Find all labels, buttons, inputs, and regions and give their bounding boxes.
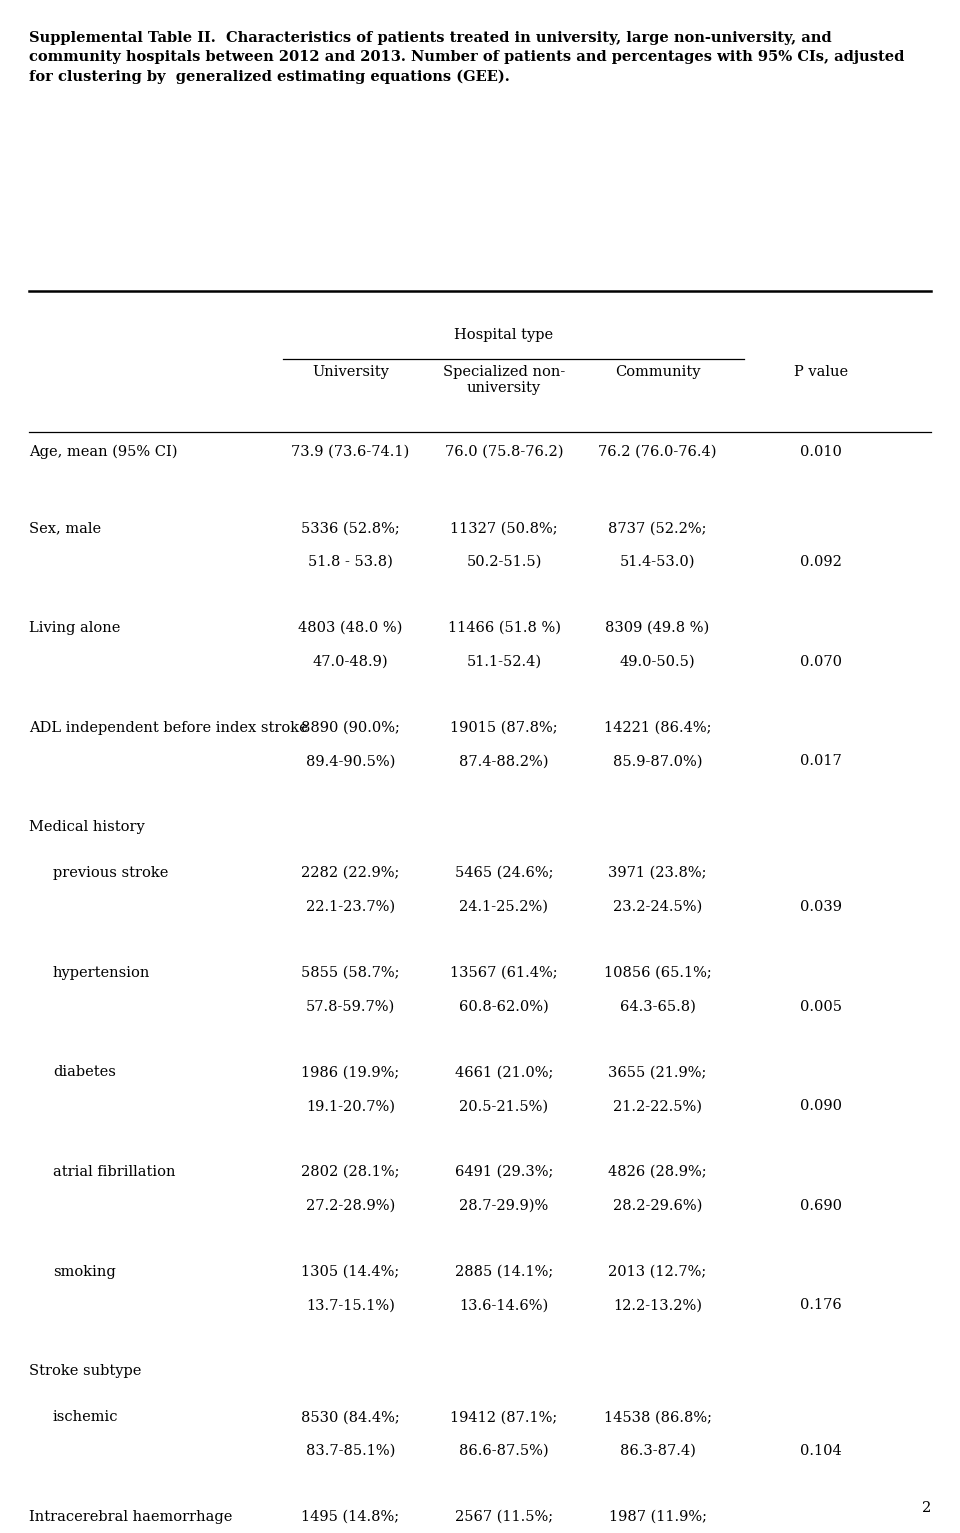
Text: 0.690: 0.690 [800, 1199, 842, 1213]
Text: 50.2-51.5): 50.2-51.5) [467, 555, 541, 569]
Text: P value: P value [794, 365, 848, 379]
Text: 0.104: 0.104 [800, 1444, 842, 1458]
Text: 11466 (51.8 %): 11466 (51.8 %) [447, 621, 561, 635]
Text: Medical history: Medical history [29, 820, 145, 834]
Text: 57.8-59.7%): 57.8-59.7%) [306, 1000, 395, 1013]
Text: previous stroke: previous stroke [53, 866, 168, 880]
Text: 76.0 (75.8-76.2): 76.0 (75.8-76.2) [444, 445, 564, 458]
Text: 28.7-29.9)%: 28.7-29.9)% [460, 1199, 548, 1213]
Text: Living alone: Living alone [29, 621, 120, 635]
Text: 0.070: 0.070 [800, 655, 842, 668]
Text: 64.3-65.8): 64.3-65.8) [619, 1000, 696, 1013]
Text: 76.2 (76.0-76.4): 76.2 (76.0-76.4) [598, 445, 717, 458]
Text: 13.6-14.6%): 13.6-14.6%) [460, 1298, 548, 1312]
Text: 51.8 - 53.8): 51.8 - 53.8) [308, 555, 393, 569]
Text: 6491 (29.3%;: 6491 (29.3%; [455, 1165, 553, 1179]
Text: Specialized non-
university: Specialized non- university [443, 365, 565, 396]
Text: 4826 (28.9%;: 4826 (28.9%; [609, 1165, 707, 1179]
Text: 0.039: 0.039 [800, 900, 842, 914]
Text: Hospital type: Hospital type [454, 328, 554, 342]
Text: 3655 (21.9%;: 3655 (21.9%; [609, 1065, 707, 1079]
Text: ischemic: ischemic [53, 1410, 118, 1424]
Text: 4803 (48.0 %): 4803 (48.0 %) [299, 621, 402, 635]
Text: 2013 (12.7%;: 2013 (12.7%; [609, 1265, 707, 1279]
Text: 19015 (87.8%;: 19015 (87.8%; [450, 721, 558, 734]
Text: 13567 (61.4%;: 13567 (61.4%; [450, 966, 558, 980]
Text: ADL independent before index stroke: ADL independent before index stroke [29, 721, 307, 734]
Text: 2885 (14.1%;: 2885 (14.1%; [455, 1265, 553, 1279]
Text: 86.3-87.4): 86.3-87.4) [619, 1444, 696, 1458]
Text: 19412 (87.1%;: 19412 (87.1%; [450, 1410, 558, 1424]
Text: diabetes: diabetes [53, 1065, 115, 1079]
Text: 0.092: 0.092 [800, 555, 842, 569]
Text: 13.7-15.1%): 13.7-15.1%) [306, 1298, 395, 1312]
Text: 2: 2 [922, 1501, 931, 1515]
Text: 1987 (11.9%;: 1987 (11.9%; [609, 1510, 707, 1524]
Text: Sex, male: Sex, male [29, 521, 101, 535]
Text: 49.0-50.5): 49.0-50.5) [620, 655, 695, 668]
Text: 22.1-23.7%): 22.1-23.7%) [306, 900, 395, 914]
Text: hypertension: hypertension [53, 966, 150, 980]
Text: atrial fibrillation: atrial fibrillation [53, 1165, 176, 1179]
Text: 21.2-22.5%): 21.2-22.5%) [613, 1099, 702, 1113]
Text: Intracerebral haemorrhage: Intracerebral haemorrhage [29, 1510, 232, 1524]
Text: 2802 (28.1%;: 2802 (28.1%; [301, 1165, 399, 1179]
Text: 10856 (65.1%;: 10856 (65.1%; [604, 966, 711, 980]
Text: 73.9 (73.6-74.1): 73.9 (73.6-74.1) [291, 445, 410, 458]
Text: 0.017: 0.017 [800, 754, 842, 768]
Text: 5855 (58.7%;: 5855 (58.7%; [301, 966, 399, 980]
Text: 0.005: 0.005 [800, 1000, 842, 1013]
Text: 27.2-28.9%): 27.2-28.9%) [306, 1199, 395, 1213]
Text: 23.2-24.5%): 23.2-24.5%) [613, 900, 702, 914]
Text: 12.2-13.2%): 12.2-13.2%) [613, 1298, 702, 1312]
Text: 0.010: 0.010 [800, 445, 842, 458]
Text: 28.2-29.6%): 28.2-29.6%) [612, 1199, 703, 1213]
Text: 11327 (50.8%;: 11327 (50.8%; [450, 521, 558, 535]
Text: 51.1-52.4): 51.1-52.4) [467, 655, 541, 668]
Text: Stroke subtype: Stroke subtype [29, 1364, 141, 1378]
Text: 19.1-20.7%): 19.1-20.7%) [306, 1099, 395, 1113]
Text: Supplemental Table II.  Characteristics of patients treated in university, large: Supplemental Table II. Characteristics o… [29, 31, 904, 84]
Text: 20.5-21.5%): 20.5-21.5%) [460, 1099, 548, 1113]
Text: 89.4-90.5%): 89.4-90.5%) [305, 754, 396, 768]
Text: University: University [312, 365, 389, 379]
Text: 0.176: 0.176 [800, 1298, 842, 1312]
Text: 47.0-48.9): 47.0-48.9) [313, 655, 388, 668]
Text: 1305 (14.4%;: 1305 (14.4%; [301, 1265, 399, 1279]
Text: 5336 (52.8%;: 5336 (52.8%; [301, 521, 399, 535]
Text: 8890 (90.0%;: 8890 (90.0%; [301, 721, 399, 734]
Text: 8309 (49.8 %): 8309 (49.8 %) [606, 621, 709, 635]
Text: 5465 (24.6%;: 5465 (24.6%; [455, 866, 553, 880]
Text: 0.090: 0.090 [800, 1099, 842, 1113]
Text: 83.7-85.1%): 83.7-85.1%) [305, 1444, 396, 1458]
Text: 2567 (11.5%;: 2567 (11.5%; [455, 1510, 553, 1524]
Text: 8737 (52.2%;: 8737 (52.2%; [609, 521, 707, 535]
Text: 8530 (84.4%;: 8530 (84.4%; [301, 1410, 399, 1424]
Text: 24.1-25.2%): 24.1-25.2%) [460, 900, 548, 914]
Text: smoking: smoking [53, 1265, 115, 1279]
Text: 86.6-87.5%): 86.6-87.5%) [459, 1444, 549, 1458]
Text: 3971 (23.8%;: 3971 (23.8%; [609, 866, 707, 880]
Text: 14538 (86.8%;: 14538 (86.8%; [604, 1410, 711, 1424]
Text: 60.8-62.0%): 60.8-62.0%) [459, 1000, 549, 1013]
Text: 4661 (21.0%;: 4661 (21.0%; [455, 1065, 553, 1079]
Text: Community: Community [614, 365, 701, 379]
Text: 2282 (22.9%;: 2282 (22.9%; [301, 866, 399, 880]
Text: 51.4-53.0): 51.4-53.0) [620, 555, 695, 569]
Text: 14221 (86.4%;: 14221 (86.4%; [604, 721, 711, 734]
Text: 1986 (19.9%;: 1986 (19.9%; [301, 1065, 399, 1079]
Text: 85.9-87.0%): 85.9-87.0%) [612, 754, 703, 768]
Text: Age, mean (95% CI): Age, mean (95% CI) [29, 445, 178, 458]
Text: 1495 (14.8%;: 1495 (14.8%; [301, 1510, 399, 1524]
Text: 87.4-88.2%): 87.4-88.2%) [459, 754, 549, 768]
